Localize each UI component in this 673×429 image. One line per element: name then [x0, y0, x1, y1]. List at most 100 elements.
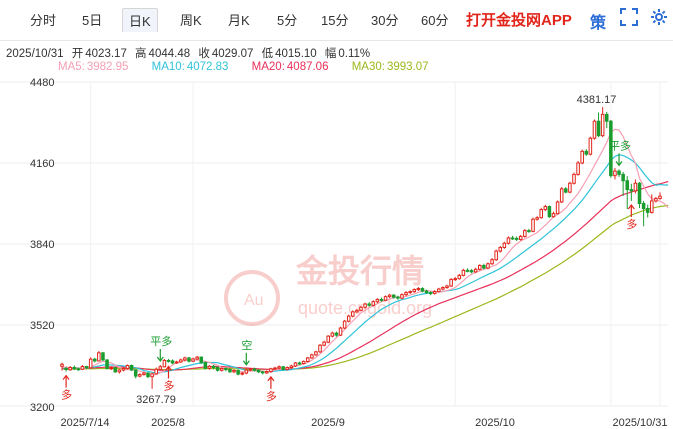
- candle-body: [351, 311, 355, 317]
- tab-30min[interactable]: 30分: [371, 13, 399, 28]
- high-value: 4044.48: [148, 48, 191, 60]
- candle-body: [445, 285, 449, 289]
- candle-body: [322, 341, 326, 346]
- y-tick-label: 3840: [30, 239, 54, 251]
- chart-grid: [0, 81, 668, 407]
- candle-body: [97, 352, 101, 362]
- candle-body: [494, 250, 498, 261]
- candle-body: [621, 173, 625, 182]
- candle-body: [482, 265, 486, 269]
- candle-body: [215, 367, 220, 371]
- ma30-legend: MA30: 3993.07: [352, 61, 439, 73]
- y-tick-label: 3520: [30, 320, 54, 332]
- ma5-legend: MA5: 3982.95: [58, 61, 138, 73]
- y-axis: 4480 4160 3840 3520 3200: [30, 77, 54, 414]
- candle-body: [191, 358, 195, 362]
- candle-body: [105, 359, 109, 370]
- candle-body: [383, 296, 388, 301]
- ma5-line: [61, 128, 669, 377]
- ma20-label: MA20:: [251, 61, 285, 73]
- ma30-line: [62, 204, 669, 371]
- tab-weekly-k[interactable]: 周K: [180, 13, 202, 28]
- candle-body: [334, 332, 339, 336]
- watermark: Au 金投行情 quote.cngold.org: [224, 252, 432, 326]
- candle-body: [60, 363, 64, 367]
- strategy-button[interactable]: 策: [590, 15, 607, 32]
- candle-body: [138, 374, 142, 377]
- candle-body: [142, 372, 146, 376]
- candle-body: [273, 367, 277, 370]
- candle-body: [224, 368, 228, 371]
- candle-body: [527, 230, 531, 233]
- kline-chart[interactable]: Au 金投行情 quote.cngold.org 4381.17 3267.79 多…: [0, 76, 673, 429]
- candle-body: [289, 365, 294, 369]
- tab-daily-k[interactable]: 日K: [122, 8, 158, 32]
- fullscreen-icon[interactable]: [620, 8, 638, 31]
- buy-arrow-head-icon: [627, 203, 635, 210]
- tab-monthly-k[interactable]: 月K: [228, 13, 250, 28]
- ma-legend: MA5: 3982.95 MA10: 4072.83 MA20: 4087.06 MA…: [58, 61, 449, 73]
- signal-sell-label: 空: [241, 338, 252, 352]
- ma20-line: [62, 180, 669, 371]
- candle-body: [654, 197, 658, 202]
- amplitude-label: 幅: [324, 48, 337, 60]
- signal-buy-label: 多: [61, 388, 72, 402]
- watermark-logo-glyph: Au: [244, 292, 264, 309]
- y-tick-label: 3200: [30, 402, 54, 414]
- candle-body: [650, 200, 654, 213]
- candle-body: [281, 366, 285, 370]
- candle-body: [150, 373, 154, 378]
- ma10-value: 4072.83: [186, 61, 229, 73]
- signal-buy-label: 多: [626, 217, 637, 231]
- candle-body: [84, 366, 89, 369]
- ma20-legend: MA20: 4087.06: [252, 61, 339, 73]
- tab-5day[interactable]: 5日: [82, 13, 103, 28]
- candle-body: [371, 301, 376, 306]
- candle-body: [400, 294, 404, 299]
- y-tick-label: 4480: [30, 77, 54, 89]
- high-label: 高: [135, 48, 147, 60]
- candle-body: [641, 203, 646, 210]
- candle-body: [502, 242, 507, 249]
- candle-body: [183, 357, 187, 361]
- candle-body: [346, 315, 351, 322]
- candle-body: [633, 182, 638, 192]
- x-tick-label: 2025/9: [311, 417, 345, 429]
- candle-body: [305, 357, 310, 362]
- ohlc-date: 2025/10/31: [6, 48, 64, 60]
- tab-intraday[interactable]: 分时: [30, 13, 57, 28]
- low-label: 低: [261, 48, 274, 60]
- ma30-value: 3993.07: [386, 61, 429, 73]
- candle-body: [187, 357, 191, 362]
- tab-5min[interactable]: 5分: [277, 13, 298, 28]
- open-app-link[interactable]: 打开金投网APP: [466, 12, 572, 29]
- buy-arrow-head-icon: [62, 374, 70, 380]
- candle-body: [293, 362, 298, 367]
- signal-buy-label: 多: [163, 378, 174, 392]
- candle-body: [129, 365, 134, 371]
- candle-body: [240, 372, 244, 375]
- candle-body: [486, 263, 490, 269]
- candle-body: [265, 371, 269, 374]
- candle-body: [514, 237, 519, 240]
- candle-body: [326, 335, 331, 343]
- candle-body: [363, 303, 367, 308]
- candle-body: [367, 303, 371, 306]
- candle-body: [199, 356, 204, 363]
- tab-60min[interactable]: 60分: [421, 13, 449, 28]
- candle-body: [531, 218, 535, 232]
- x-axis: 2025/7/14 2025/8 2025/9 2025/10 2025/10/31: [61, 417, 668, 429]
- candle-body: [109, 367, 113, 370]
- candle-body: [101, 352, 105, 361]
- settings-gear-icon[interactable]: [650, 8, 668, 31]
- watermark-logo-icon: [224, 270, 280, 326]
- candle-body: [236, 370, 240, 375]
- candle-body: [478, 265, 482, 270]
- tab-15min[interactable]: 15分: [321, 13, 349, 28]
- candle-body: [158, 366, 163, 370]
- y-tick-label: 4160: [30, 158, 54, 170]
- candle-body: [523, 230, 527, 237]
- candle-body: [113, 367, 118, 373]
- candle-body: [498, 247, 503, 252]
- ma5-value: 3982.95: [86, 61, 129, 73]
